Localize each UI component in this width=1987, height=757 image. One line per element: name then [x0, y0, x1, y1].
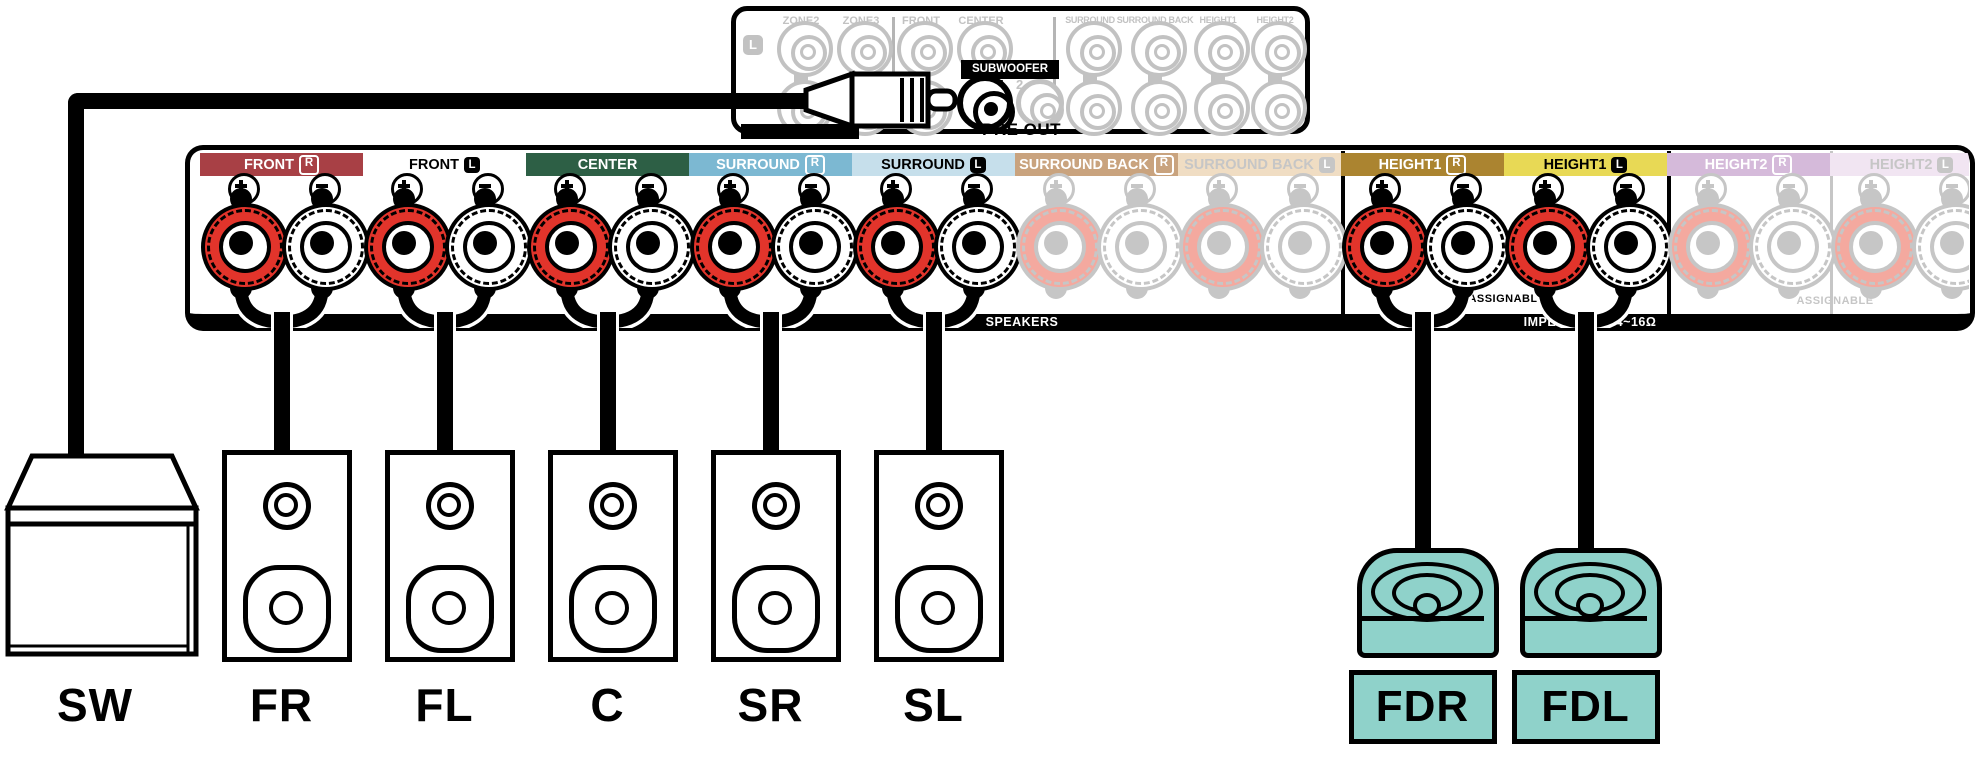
- tweeter-icon: [425, 482, 474, 530]
- rca-jack-icon: [837, 21, 893, 77]
- terminal-label: SURROUND BACK R: [1015, 153, 1178, 176]
- tweeter-icon: [262, 482, 311, 530]
- pre-out-divider-1: [892, 17, 895, 125]
- floor-speaker-icon: [384, 450, 515, 662]
- pre-out-bottom-bar: [741, 124, 859, 139]
- speaker-terminal: SURROUND L: [852, 145, 1022, 314]
- woofer-icon: [405, 565, 494, 653]
- channel-badge: L: [969, 156, 986, 173]
- terminal-label: FRONT R: [200, 153, 363, 176]
- terminal-label: HEIGHT1 L: [1504, 153, 1667, 176]
- subwoofer-2-jack-icon: [1016, 79, 1064, 127]
- channel-badge: R: [298, 154, 319, 175]
- subwoofer-jack-number-2: 2: [1016, 77, 1024, 92]
- speaker-terminal: HEIGHT1 L: [1504, 145, 1674, 314]
- woofer-icon: [242, 565, 331, 653]
- tweeter-icon: [751, 482, 800, 530]
- terminal-label: HEIGHT2 L: [1830, 153, 1969, 176]
- pre-out-jack-label: SURROUND BACK: [1116, 15, 1194, 25]
- rca-plug-icon: [803, 70, 958, 130]
- floor-speaker-icon: [873, 450, 1004, 662]
- assignable-label-height1: ASSIGNABLE: [1468, 293, 1546, 305]
- terminal-area: FRONT R FRONT L: [191, 145, 1969, 314]
- channel-badge: L: [1318, 156, 1335, 173]
- rca-jack-icon: [1066, 80, 1122, 136]
- height-speaker-icon: [1356, 548, 1499, 658]
- terminal-label: FRONT L: [363, 153, 526, 176]
- pre-out-section-label: PRE OUT: [982, 120, 1062, 139]
- speaker-wire: [433, 312, 456, 460]
- subwoofer-cable-vertical: [68, 93, 84, 470]
- pre-out-jack-label: HEIGHT1: [1199, 15, 1237, 25]
- speaker-terminal: CENTER: [526, 145, 696, 314]
- speaker-terminal: FRONT L: [363, 145, 533, 314]
- floor-speaker-icon: [710, 450, 841, 662]
- rca-jack-icon: [1194, 80, 1250, 136]
- speaker-terminal: HEIGHT2 L: [1830, 145, 1969, 314]
- channel-badge: L: [1611, 156, 1628, 173]
- subwoofer-label: SUBWOOFER: [961, 60, 1059, 79]
- woofer-icon: [568, 565, 657, 653]
- speaker-terminal: SURROUND BACK R: [1015, 145, 1185, 314]
- pre-out-jack-label: HEIGHT2: [1256, 15, 1294, 25]
- channel-l-badge: L: [743, 35, 763, 55]
- floor-speaker-label: C: [590, 679, 625, 731]
- subwoofer-speaker-icon: [4, 453, 200, 657]
- rca-jack-icon: [777, 21, 833, 77]
- floor-speaker-icon: [547, 450, 678, 662]
- floor-speaker-icon: [221, 450, 352, 662]
- channel-badge: R: [1772, 154, 1793, 175]
- speaker-wire: [596, 312, 619, 460]
- floor-speaker-label: SR: [737, 679, 804, 731]
- pre-out-jack-label: SURROUND: [1065, 15, 1115, 25]
- rca-jack-icon: [1131, 80, 1187, 136]
- rca-jack-icon: [1251, 80, 1307, 136]
- woofer-icon: [731, 565, 820, 653]
- height-speaker-label: FDR: [1348, 670, 1497, 744]
- channel-badge: R: [1446, 154, 1467, 175]
- pre-out-panel: L ZONE2 ZONE3 FRONT CENTER: [731, 6, 1310, 139]
- speaker-terminal: HEIGHT1 R: [1341, 145, 1511, 314]
- channel-badge: R: [804, 154, 825, 175]
- rca-jack-icon: [1251, 21, 1307, 77]
- tweeter-icon: [588, 482, 637, 530]
- channel-badge: L: [1937, 156, 1954, 173]
- subwoofer-speaker-label: SW: [56, 679, 134, 731]
- speaker-terminal: HEIGHT2 R: [1667, 145, 1837, 314]
- speaker-wire: [922, 312, 945, 460]
- subwoofer-cable-horizontal: [68, 93, 808, 109]
- speaker-wire: [1411, 312, 1434, 562]
- terminal-label: SURROUND L: [852, 153, 1015, 176]
- rca-jack-icon: [1131, 21, 1187, 77]
- channel-badge: R: [1153, 154, 1174, 175]
- speaker-wire: [270, 312, 293, 460]
- speaker-terminal: FRONT R: [200, 145, 370, 314]
- rca-jack-icon: [1194, 21, 1250, 77]
- assignable-label-height2: ASSIGNABLE: [1796, 295, 1874, 307]
- rca-jack-icon: [897, 21, 953, 77]
- terminal-label: SURROUND R: [689, 153, 852, 176]
- rca-jack-icon: [1066, 21, 1122, 77]
- terminal-label: CENTER: [526, 153, 689, 176]
- terminal-label: HEIGHT1 R: [1341, 153, 1504, 176]
- height-speaker-label: FDL: [1511, 670, 1660, 744]
- subwoofer-1-jack-icon: [957, 75, 1015, 133]
- channel-badge: L: [463, 156, 480, 173]
- woofer-icon: [894, 565, 983, 653]
- speaker-terminal: SURROUND BACK L: [1178, 145, 1348, 314]
- tweeter-icon: [914, 482, 963, 530]
- terminal-label: SURROUND BACK L: [1178, 153, 1341, 176]
- terminal-label: HEIGHT2 R: [1667, 153, 1830, 176]
- speaker-wire: [759, 312, 782, 460]
- speaker-wire: [1574, 312, 1597, 562]
- floor-speaker-label: SL: [903, 679, 964, 731]
- speaker-terminal: SURROUND R: [689, 145, 859, 314]
- floor-speaker-label: FR: [249, 679, 314, 731]
- height-speaker-icon: [1519, 548, 1662, 658]
- floor-speaker-label: FL: [415, 679, 474, 731]
- speakers-section-label: SPEAKERS: [985, 315, 1059, 329]
